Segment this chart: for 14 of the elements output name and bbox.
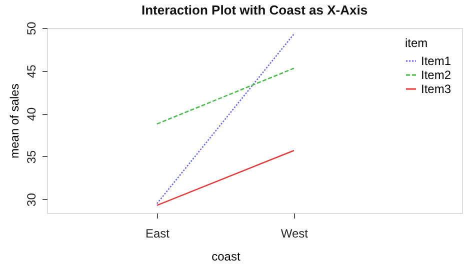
x-tick-label: West xyxy=(280,226,309,240)
y-tick-label: 45 xyxy=(24,64,38,78)
chart-title: Interaction Plot with Coast as X-Axis xyxy=(141,2,368,18)
legend-label: Item1 xyxy=(421,54,452,68)
y-axis-title: mean of sales xyxy=(8,84,22,158)
legend-label: Item3 xyxy=(421,82,452,96)
legend-title: item xyxy=(405,36,428,50)
x-tick-label: East xyxy=(145,226,170,240)
y-tick-label: 50 xyxy=(24,22,38,36)
legend-label: Item2 xyxy=(421,68,452,82)
y-tick-label: 30 xyxy=(24,192,38,206)
x-axis-title: coast xyxy=(212,250,241,264)
y-tick-label: 35 xyxy=(24,150,38,164)
y-tick-label: 40 xyxy=(24,107,38,121)
